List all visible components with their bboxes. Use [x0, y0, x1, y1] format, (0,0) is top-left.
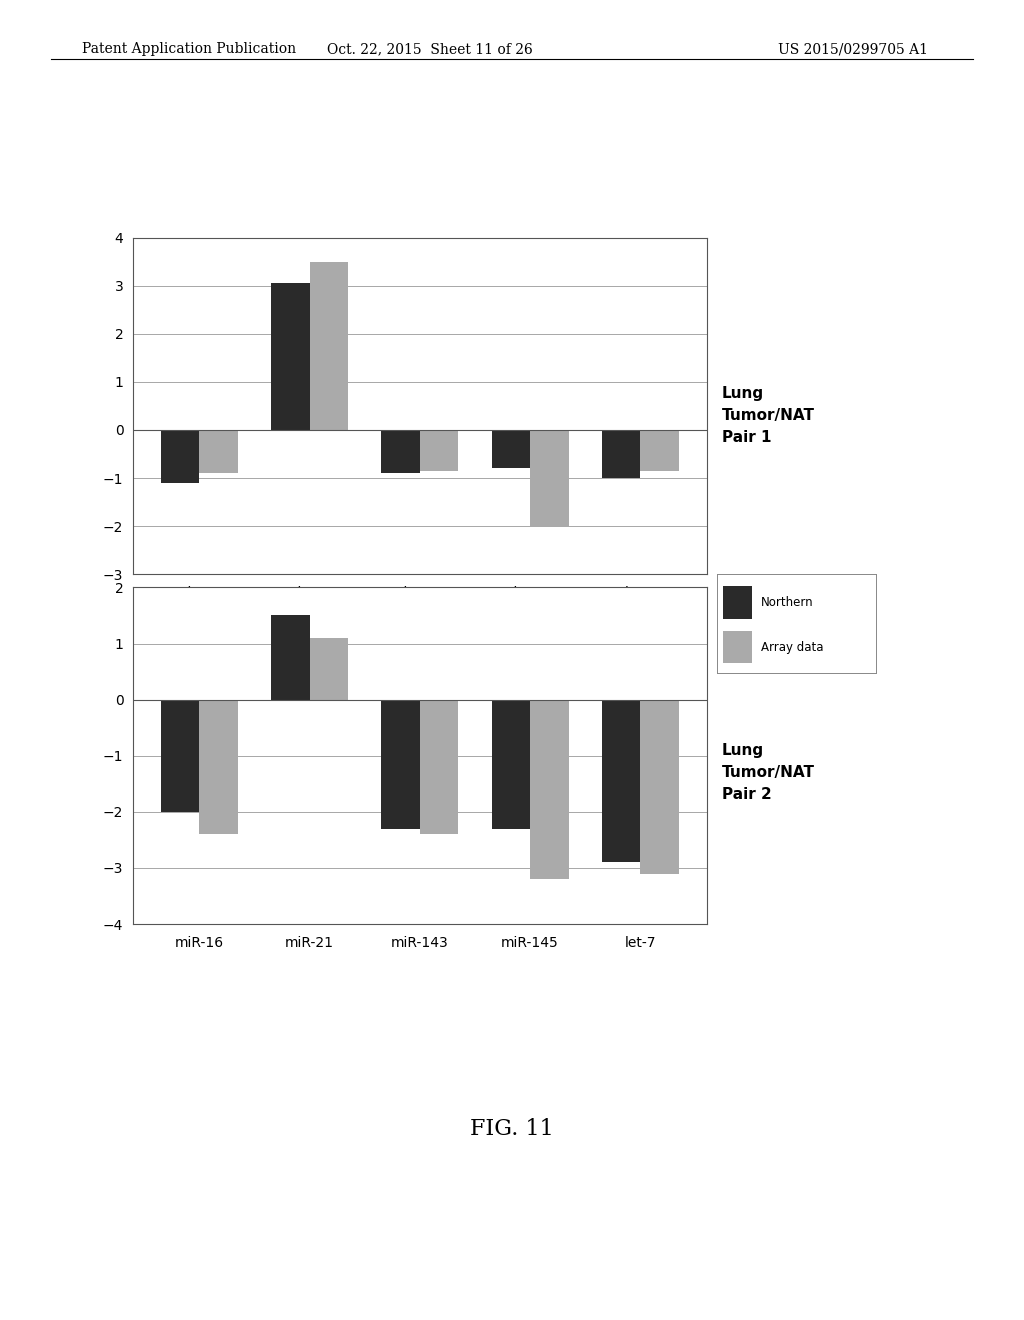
Bar [723, 586, 752, 619]
Text: Lung
Tumor/NAT
Pair 2: Lung Tumor/NAT Pair 2 [722, 742, 815, 803]
Bar [271, 284, 309, 430]
Bar [161, 700, 200, 812]
Bar [309, 638, 348, 700]
Bar [723, 631, 752, 664]
Bar [530, 700, 568, 879]
Bar [381, 700, 420, 829]
Text: Northern: Northern [761, 597, 814, 610]
Bar [381, 430, 420, 474]
Bar [640, 430, 679, 471]
Bar [492, 430, 530, 469]
Text: FIG. 11: FIG. 11 [470, 1118, 554, 1139]
Bar [420, 700, 459, 834]
Bar [530, 430, 568, 527]
Bar [602, 700, 640, 862]
Bar [602, 430, 640, 478]
Bar [200, 430, 238, 474]
Text: Oct. 22, 2015  Sheet 11 of 26: Oct. 22, 2015 Sheet 11 of 26 [328, 42, 532, 57]
Bar [161, 430, 200, 483]
Bar [640, 700, 679, 874]
Bar [492, 700, 530, 829]
Bar [420, 430, 459, 471]
Bar [200, 700, 238, 834]
Text: US 2015/0299705 A1: US 2015/0299705 A1 [778, 42, 928, 57]
Text: Lung
Tumor/NAT
Pair 1: Lung Tumor/NAT Pair 1 [722, 385, 815, 446]
Text: Patent Application Publication: Patent Application Publication [82, 42, 296, 57]
Bar [271, 615, 309, 700]
Text: Array data: Array data [761, 642, 823, 653]
Bar [309, 261, 348, 430]
